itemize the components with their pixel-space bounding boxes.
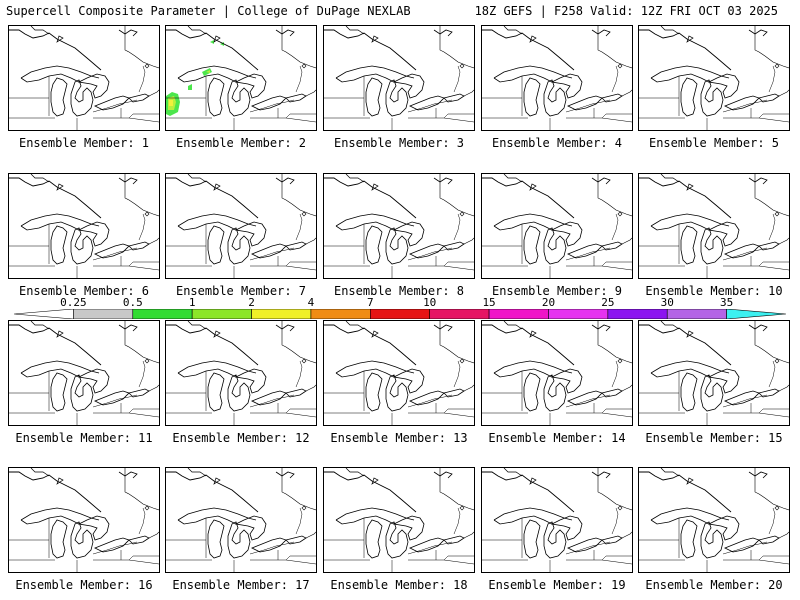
map-svg <box>324 26 474 130</box>
map-panel-9 <box>481 173 633 279</box>
map-svg <box>9 174 159 278</box>
colorbar-segment <box>310 309 371 319</box>
member-label: Ensemble Member: 10 <box>645 284 783 298</box>
colorbar-tick-label: 4 <box>307 296 315 309</box>
map-svg <box>9 321 159 425</box>
colorbar-segment <box>73 309 134 319</box>
member-label: Ensemble Member: 1 <box>18 136 150 150</box>
map-svg <box>166 468 316 572</box>
colorbar-tick-label: 0.25 <box>60 296 87 309</box>
map-svg <box>482 321 632 425</box>
colorbar-tick-label: 35 <box>719 296 734 309</box>
map-svg <box>639 321 789 425</box>
member-label: Ensemble Member: 9 <box>491 284 623 298</box>
map-svg <box>482 26 632 130</box>
member-label: Ensemble Member: 7 <box>175 284 307 298</box>
map-panel-8 <box>323 173 475 279</box>
colorbar-tick-label: 2 <box>248 296 255 309</box>
member-label: Ensemble Member: 12 <box>172 431 310 445</box>
map-svg <box>639 468 789 572</box>
colorbar-tick-label: 15 <box>482 296 496 309</box>
member-label: Ensemble Member: 8 <box>333 284 465 298</box>
colorbar-segment <box>14 309 74 319</box>
map-svg <box>324 468 474 572</box>
map-title: Supercell Composite Parameter | College … <box>6 4 411 18</box>
map-panel-11 <box>8 320 160 426</box>
colorbar-segment <box>726 309 786 319</box>
colorbar-segment <box>607 309 668 319</box>
member-label: Ensemble Member: 19 <box>488 578 626 592</box>
member-label: Ensemble Member: 2 <box>175 136 307 150</box>
map-panel-18 <box>323 467 475 573</box>
colorbar-segment <box>666 309 727 319</box>
map-panel-6 <box>8 173 160 279</box>
map-panel-7 <box>165 173 317 279</box>
map-svg <box>324 321 474 425</box>
map-panel-4 <box>481 25 633 131</box>
map-panel-2 <box>165 25 317 131</box>
member-label: Ensemble Member: 14 <box>488 431 626 445</box>
map-svg <box>324 174 474 278</box>
map-panel-19 <box>481 467 633 573</box>
colorbar-segment <box>191 309 252 319</box>
member-label: Ensemble Member: 5 <box>648 136 780 150</box>
map-panel-10 <box>638 173 790 279</box>
map-panel-20 <box>638 467 790 573</box>
map-panel-13 <box>323 320 475 426</box>
member-label: Ensemble Member: 15 <box>645 431 783 445</box>
colorbar-tick-label: 1 <box>188 296 196 309</box>
colorbar-tick-label: 10 <box>423 296 437 309</box>
member-label: Ensemble Member: 11 <box>15 431 153 445</box>
map-svg <box>166 26 316 130</box>
member-label: Ensemble Member: 6 <box>18 284 150 298</box>
member-label: Ensemble Member: 17 <box>172 578 310 592</box>
map-panel-3 <box>323 25 475 131</box>
member-label: Ensemble Member: 4 <box>491 136 623 150</box>
map-svg <box>639 26 789 130</box>
map-panel-17 <box>165 467 317 573</box>
member-label: Ensemble Member: 18 <box>330 578 468 592</box>
colorbar-segment <box>488 309 549 319</box>
map-panel-15 <box>638 320 790 426</box>
colorbar-segment <box>370 309 430 319</box>
map-panel-1 <box>8 25 160 131</box>
map-svg <box>9 26 159 130</box>
colorbar-tick-label: 20 <box>541 296 556 309</box>
map-panel-14 <box>481 320 633 426</box>
colorbar-segment <box>132 309 193 319</box>
map-panel-16 <box>8 467 160 573</box>
colorbar <box>14 309 786 319</box>
colorbar-tick-label: 0.5 <box>122 296 143 309</box>
colorbar-segment <box>251 309 312 319</box>
colorbar-segment <box>429 309 490 319</box>
member-label: Ensemble Member: 20 <box>645 578 783 592</box>
valid-time: 18Z GEFS | F258 Valid: 12Z FRI OCT 03 20… <box>474 4 778 18</box>
member-label: Ensemble Member: 16 <box>15 578 153 592</box>
colorbar-segment <box>548 309 609 319</box>
member-label: Ensemble Member: 3 <box>333 136 465 150</box>
map-svg <box>9 468 159 572</box>
colorbar-tick-label: 7 <box>366 296 374 309</box>
colorbar-tick-label: 30 <box>660 296 674 309</box>
map-panel-12 <box>165 320 317 426</box>
map-svg <box>482 174 632 278</box>
colorbar-tick-label: 25 <box>601 296 615 309</box>
map-panel-5 <box>638 25 790 131</box>
map-svg <box>482 468 632 572</box>
map-svg <box>166 174 316 278</box>
map-svg <box>166 321 316 425</box>
member-label: Ensemble Member: 13 <box>330 431 468 445</box>
map-svg <box>639 174 789 278</box>
